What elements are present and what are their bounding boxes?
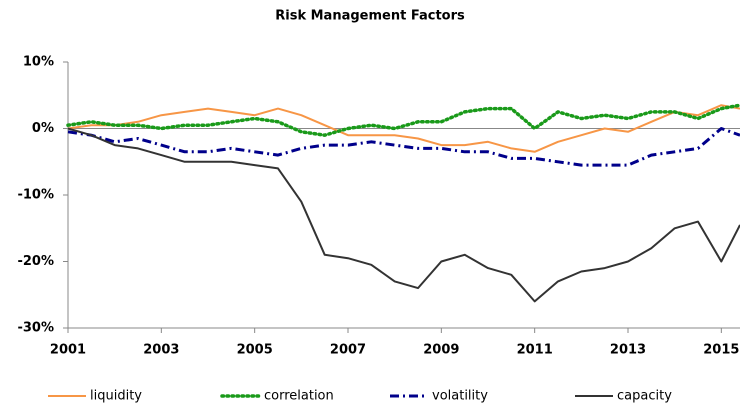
- chart-title: Risk Management Factors: [275, 9, 465, 24]
- x-tick-label: 2011: [517, 343, 553, 358]
- x-tick-label: 2003: [143, 343, 179, 358]
- y-tick-label: 0%: [32, 121, 54, 136]
- legend-label: liquidity: [90, 389, 142, 404]
- line-series: [67, 127, 740, 303]
- x-tick-label: 2015: [703, 343, 739, 358]
- y-tick-label: -20%: [17, 254, 54, 269]
- x-tick-label: 2001: [50, 343, 86, 358]
- y-tick-label: -30%: [17, 321, 54, 336]
- x-tick-label: 2005: [237, 343, 273, 358]
- x-tick-label: 2013: [610, 343, 646, 358]
- y-tick-label: -10%: [17, 188, 54, 203]
- legend-label: correlation: [264, 389, 334, 404]
- y-tick-label: 10%: [23, 55, 54, 70]
- line-series: [66, 103, 740, 137]
- x-tick-label: 2007: [330, 343, 366, 358]
- line-series: [67, 127, 740, 167]
- line-series: [67, 104, 740, 153]
- x-tick-label: 2009: [423, 343, 459, 358]
- legend-label: capacity: [617, 389, 672, 404]
- legend-label: volatility: [432, 389, 488, 404]
